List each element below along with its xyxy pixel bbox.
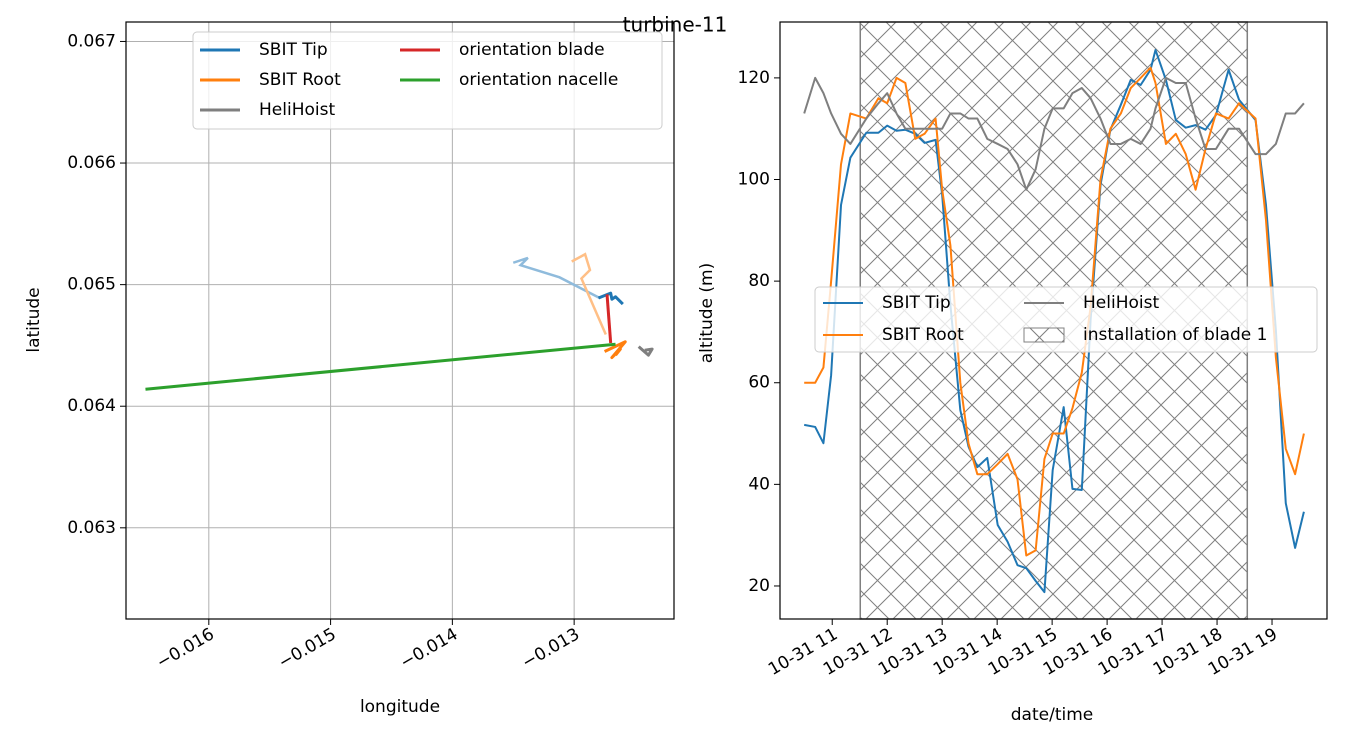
legend-label: orientation blade — [459, 40, 605, 60]
series-line — [605, 294, 613, 344]
y-axis-label: altitude (m) — [697, 263, 717, 363]
series-line — [804, 66, 1305, 557]
legend-box — [814, 286, 1318, 353]
y-tick-label: 20 — [748, 576, 770, 596]
y-tick-label: 0.064 — [67, 396, 116, 416]
y-tick-label: 60 — [748, 373, 770, 393]
y-tick-label: 40 — [748, 474, 770, 494]
legend-label: SBIT Root — [882, 325, 964, 345]
y-tick-label: 0.065 — [67, 275, 116, 295]
trail-line — [571, 252, 607, 335]
series-line — [603, 340, 627, 360]
legend-label: HeliHoist — [259, 100, 335, 120]
y-tick-label: 80 — [748, 271, 770, 291]
x-axis-label: date/time — [1011, 705, 1093, 725]
legend-label: orientation nacelle — [459, 70, 618, 90]
axes-frame — [125, 21, 675, 620]
series-line — [145, 342, 616, 391]
legend-label: SBIT Tip — [259, 40, 328, 60]
axes-frame — [779, 21, 1328, 620]
series-line — [803, 76, 1305, 191]
legend-label: installation of blade 1 — [1083, 325, 1267, 345]
legend-label: SBIT Tip — [882, 293, 951, 313]
series-line — [804, 48, 1305, 594]
legend-label: HeliHoist — [1083, 293, 1159, 313]
y-tick-label: 0.063 — [67, 518, 116, 538]
trail-line — [512, 256, 601, 300]
y-tick-label: 0.066 — [67, 153, 116, 173]
x-axis-label: longitude — [360, 697, 440, 717]
legend-handle — [1023, 327, 1065, 343]
series-line — [637, 345, 654, 357]
y-tick-label: 120 — [738, 68, 770, 88]
y-axis-label: latitude — [24, 287, 44, 352]
y-tick-label: 0.067 — [67, 31, 116, 51]
y-tick-label: 100 — [738, 170, 770, 190]
legend-label: SBIT Root — [259, 70, 341, 90]
